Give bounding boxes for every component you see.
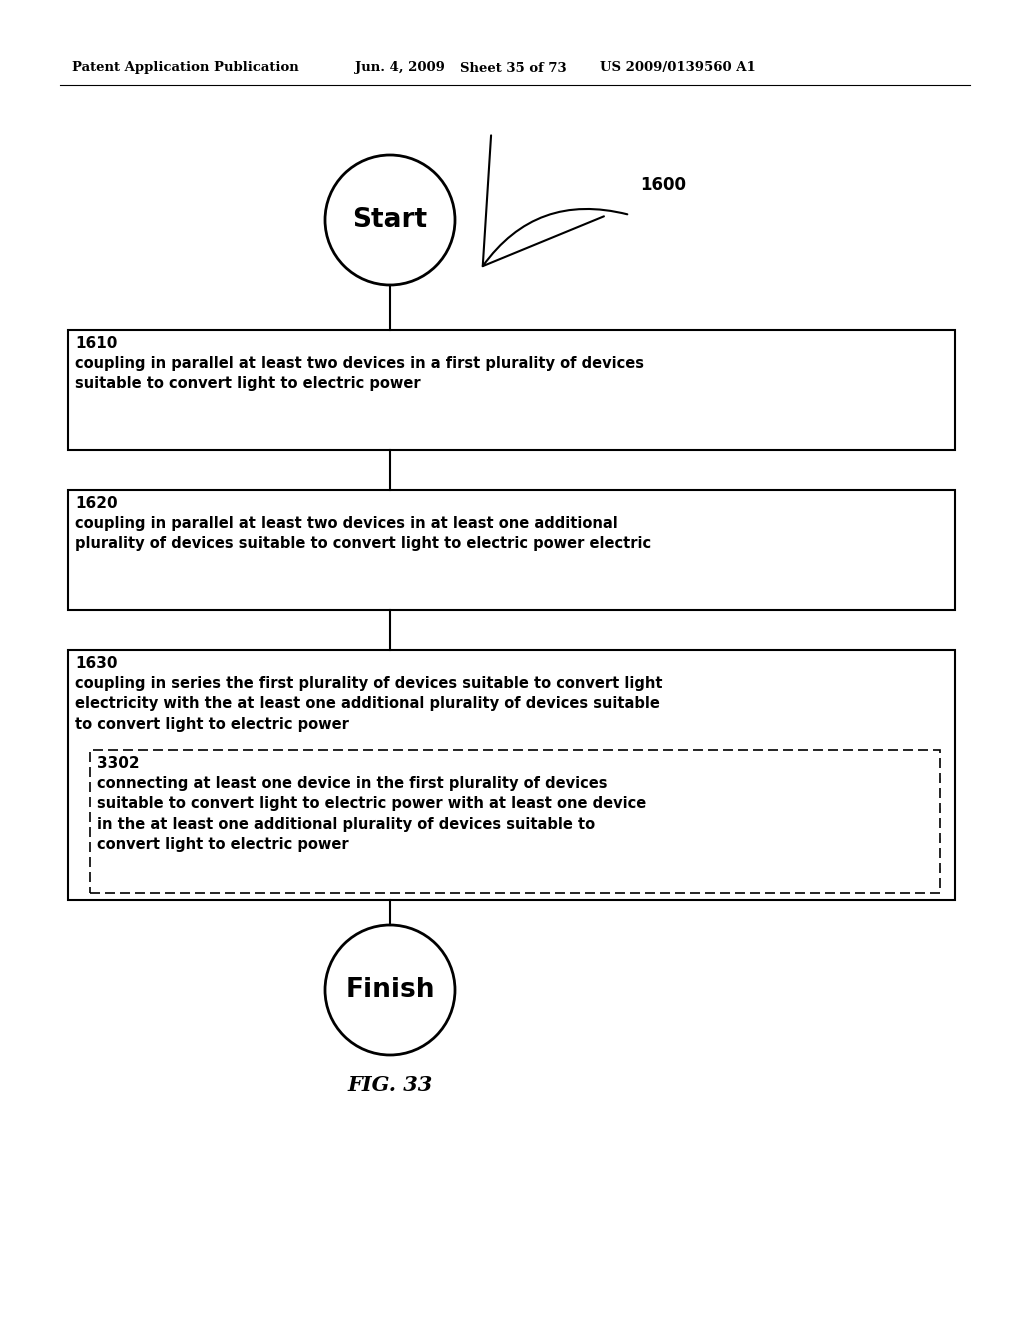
Text: Jun. 4, 2009: Jun. 4, 2009 bbox=[355, 62, 444, 74]
Text: FIG. 33: FIG. 33 bbox=[347, 1074, 432, 1096]
Text: 1620: 1620 bbox=[75, 496, 118, 511]
Text: Patent Application Publication: Patent Application Publication bbox=[72, 62, 299, 74]
Text: 3302: 3302 bbox=[97, 756, 139, 771]
Bar bbox=[68, 490, 955, 610]
Text: Start: Start bbox=[352, 207, 428, 234]
Text: Finish: Finish bbox=[345, 977, 435, 1003]
Text: 1610: 1610 bbox=[75, 337, 118, 351]
Text: connecting at least one device in the first plurality of devices
suitable to con: connecting at least one device in the fi… bbox=[97, 776, 646, 853]
Text: coupling in series the first plurality of devices suitable to convert light
elec: coupling in series the first plurality o… bbox=[75, 676, 663, 731]
Bar bbox=[68, 330, 955, 450]
Bar bbox=[68, 649, 955, 900]
Text: US 2009/0139560 A1: US 2009/0139560 A1 bbox=[600, 62, 756, 74]
Text: 1630: 1630 bbox=[75, 656, 118, 671]
Bar bbox=[90, 750, 940, 894]
Text: 1600: 1600 bbox=[640, 176, 686, 194]
Text: Sheet 35 of 73: Sheet 35 of 73 bbox=[460, 62, 566, 74]
FancyArrowPatch shape bbox=[482, 136, 628, 267]
Text: coupling in parallel at least two devices in a first plurality of devices
suitab: coupling in parallel at least two device… bbox=[75, 356, 644, 392]
Text: coupling in parallel at least two devices in at least one additional
plurality o: coupling in parallel at least two device… bbox=[75, 516, 651, 552]
